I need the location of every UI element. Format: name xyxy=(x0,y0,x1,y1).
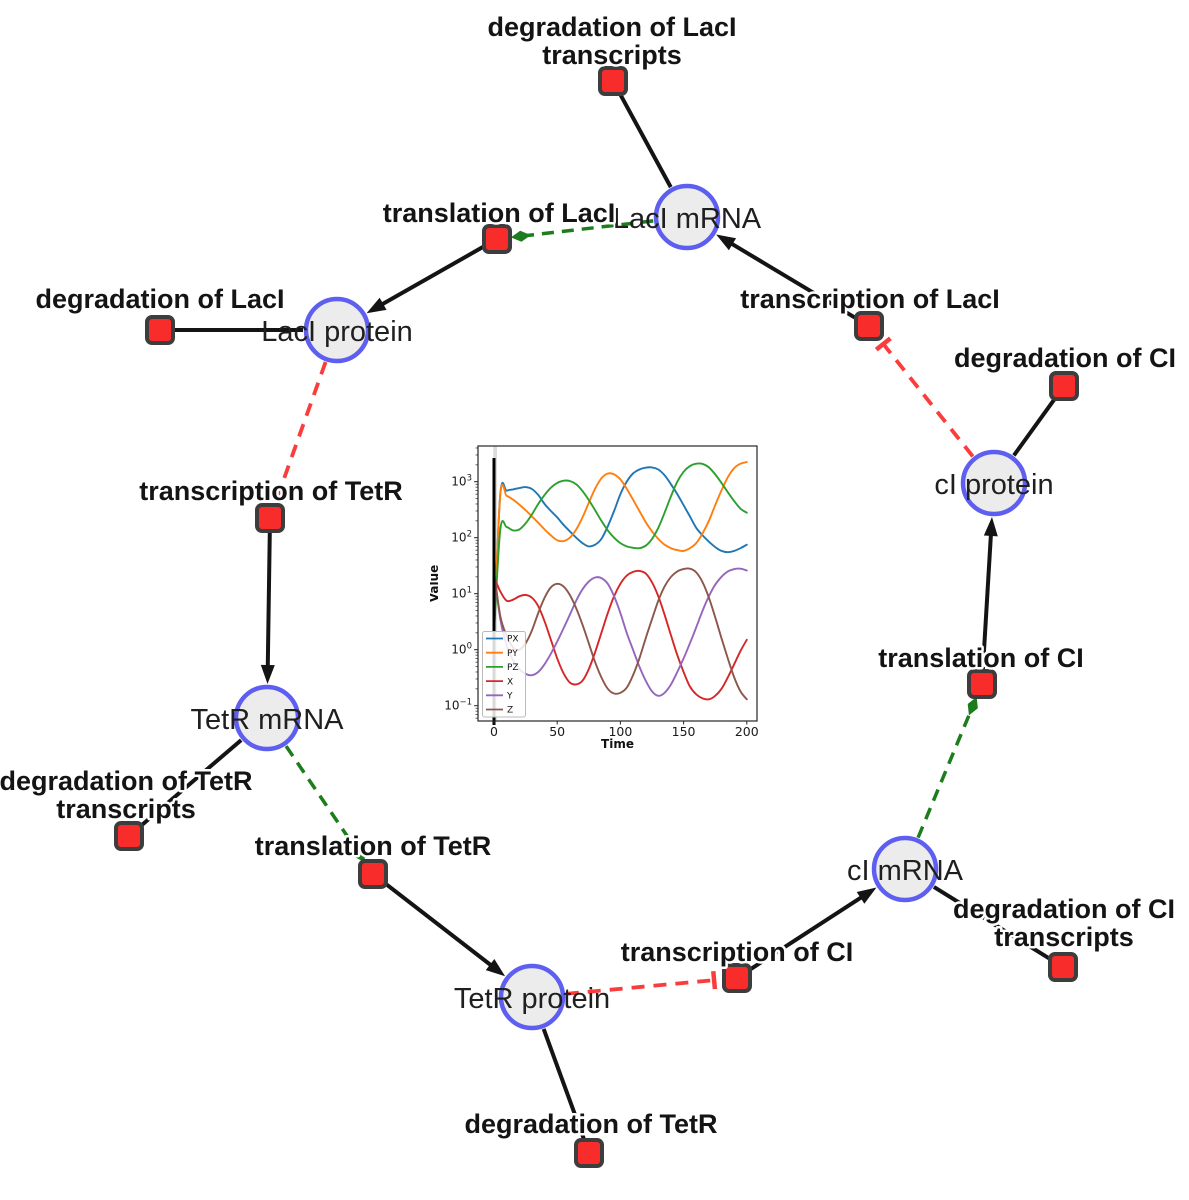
reaction-label-deg_ci_tx-line0: degradation of CI xyxy=(953,894,1175,924)
reaction-label-deg_ci-line0: degradation of CI xyxy=(954,343,1176,373)
network-nodes xyxy=(114,66,1079,1168)
chart-x-tick-label: 150 xyxy=(672,724,696,739)
edge-ci_protein-transcription_laci-tbar-icon xyxy=(874,336,892,352)
edge-tetr_protein-transcription_ci-tbar-icon xyxy=(711,970,718,990)
edge-tetr_protein-deg_tetr xyxy=(541,1028,586,1140)
reaction-node-deg_ci xyxy=(1049,371,1079,401)
edge-laci_mrna-translation_laci-diamond-icon xyxy=(510,230,531,242)
species-label-ci_mrna: cI mRNA xyxy=(847,855,964,887)
chart-x-tick-label: 50 xyxy=(549,724,565,739)
edge-ci_mrna-translation_ci xyxy=(916,711,973,839)
species-label-laci_mrna: LacI mRNA xyxy=(613,203,762,235)
species-label-ci_protein: cI protein xyxy=(934,469,1053,501)
timeseries-chart: 0 50 100 150 20010310210110010−1TimeValuePXP… xyxy=(430,435,775,760)
reaction-node-deg_ci_tx xyxy=(1048,952,1078,982)
reaction-node-translation_tetr xyxy=(358,859,388,889)
network-labels: LacI mRNA LacI protein cI protein TetR mRNA… xyxy=(0,10,1179,1142)
edge-transcription_laci-laci_mrna xyxy=(728,240,858,321)
species-label-tetr_protein: TetR protein xyxy=(454,983,610,1015)
edge-transcription_ci-ci_mrna-arrowhead-icon xyxy=(856,887,877,904)
edge-transcription_ci-ci_mrna xyxy=(748,893,865,972)
chart-background xyxy=(430,435,775,760)
chart-legend-box xyxy=(482,631,526,718)
edge-ci_protein-transcription_laci xyxy=(881,342,975,458)
reaction-label-deg_laci_tx-line0: degradation of LacI xyxy=(487,12,736,42)
chart-x-tick-label: 0 xyxy=(490,724,498,739)
chart-plot-area xyxy=(493,461,748,701)
edge-ci_protein-deg_ci xyxy=(1012,396,1057,457)
edge-ci_mrna-deg_ci_tx xyxy=(932,885,1052,961)
reaction-node-transcription_tetr xyxy=(255,503,285,533)
species-label-tetr_mrna: TetR mRNA xyxy=(190,704,344,736)
edge-laci_protein-transcription_tetr-tbar-icon xyxy=(268,491,287,502)
chart-xlabel: Time xyxy=(601,737,634,751)
reaction-node-transcription_laci xyxy=(854,311,884,341)
reaction-node-deg_laci xyxy=(145,315,175,345)
reaction-label-deg_tetr-line0: degradation of TetR xyxy=(465,1109,718,1139)
reaction-node-deg_tetr_tx xyxy=(114,821,144,851)
reaction-node-translation_laci xyxy=(482,224,512,254)
chart-series-Z xyxy=(493,567,748,701)
chart-series-Y xyxy=(493,567,748,697)
legend-label-PX: PX xyxy=(507,635,519,645)
legend-label-Z: Z xyxy=(507,706,513,716)
species-node-tetr_protein xyxy=(498,963,566,1031)
chart-axes-frame xyxy=(477,445,758,722)
legend-label-PZ: PZ xyxy=(507,663,519,673)
edge-tetr_mrna-translation_tetr xyxy=(284,745,358,851)
edge-laci_mrna-translation_laci xyxy=(526,219,654,238)
edge-translation_ci-ci_protein xyxy=(980,531,994,670)
edge-transcription_tetr-tetr_mrna-arrowhead-icon xyxy=(260,664,275,685)
species-label-laci_protein: LacI protein xyxy=(261,316,413,348)
reaction-node-transcription_ci xyxy=(722,963,752,993)
reaction-label-deg_tetr_tx-line0: degradation of TetR xyxy=(0,766,253,796)
chart-series-PX xyxy=(493,466,748,634)
chart-series-PY xyxy=(493,461,748,634)
edge-translation_tetr-tetr_protein-arrowhead-icon xyxy=(485,959,506,977)
edge-laci_protein-transcription_tetr xyxy=(275,361,328,497)
edge-tetr_mrna-deg_tetr_tx xyxy=(139,738,243,828)
chart-x-tick-label: 100 xyxy=(608,724,632,739)
species-node-laci_mrna xyxy=(653,183,721,251)
chart-x-tick-label: 200 xyxy=(735,724,759,739)
species-node-tetr_mrna xyxy=(233,684,301,752)
reaction-label-deg_tetr_tx-line1: transcripts xyxy=(56,794,196,824)
reaction-label-translation_tetr-line0: translation of TetR xyxy=(255,831,492,861)
reaction-label-translation_ci-line0: translation of CI xyxy=(878,643,1084,673)
reaction-label-deg_ci_tx-line1: transcripts xyxy=(994,922,1134,952)
edge-ci_mrna-translation_ci-diamond-icon xyxy=(967,696,978,716)
edge-translation_laci-laci_protein xyxy=(378,244,485,308)
edge-translation_laci-laci_protein-arrowhead-icon xyxy=(366,297,387,314)
edge-tetr_mrna-translation_tetr-diamond-icon xyxy=(353,845,366,863)
species-node-laci_protein xyxy=(303,296,371,364)
reaction-label-transcription_tetr-line0: transcription of TetR xyxy=(139,476,403,506)
chart-ylabel: Value xyxy=(430,565,441,603)
edge-transcription_laci-laci_mrna-arrowhead-icon xyxy=(716,234,737,251)
reaction-node-deg_laci_tx xyxy=(598,66,628,96)
species-node-ci_protein xyxy=(960,449,1028,517)
reaction-label-deg_laci-line0: degradation of LacI xyxy=(35,284,284,314)
legend-label-Y: Y xyxy=(506,692,513,702)
chart-series-X xyxy=(493,569,748,701)
species-node-ci_mrna xyxy=(871,835,939,903)
reaction-node-deg_tetr xyxy=(574,1138,604,1168)
legend-label-PY: PY xyxy=(507,649,518,659)
edge-tetr_protein-transcription_ci xyxy=(565,978,715,996)
edge-transcription_tetr-tetr_mrna xyxy=(265,532,272,670)
reaction-label-translation_laci-line0: translation of LacI xyxy=(383,198,616,228)
reaction-label-transcription_ci-line0: transcription of CI xyxy=(621,937,854,967)
legend-label-X: X xyxy=(507,677,513,687)
network-edges xyxy=(139,93,1057,1140)
reaction-label-deg_laci_tx-line1: transcripts xyxy=(542,40,682,70)
reaction-label-transcription_laci-line0: transcription of LacI xyxy=(740,284,1000,314)
edge-translation_ci-ci_protein-arrowhead-icon xyxy=(983,516,998,537)
edge-laci_mrna-deg_laci_tx xyxy=(618,93,673,189)
edge-translation_tetr-tetr_protein xyxy=(383,881,495,969)
reaction-node-translation_ci xyxy=(967,669,997,699)
chart-series-PZ xyxy=(493,462,748,634)
